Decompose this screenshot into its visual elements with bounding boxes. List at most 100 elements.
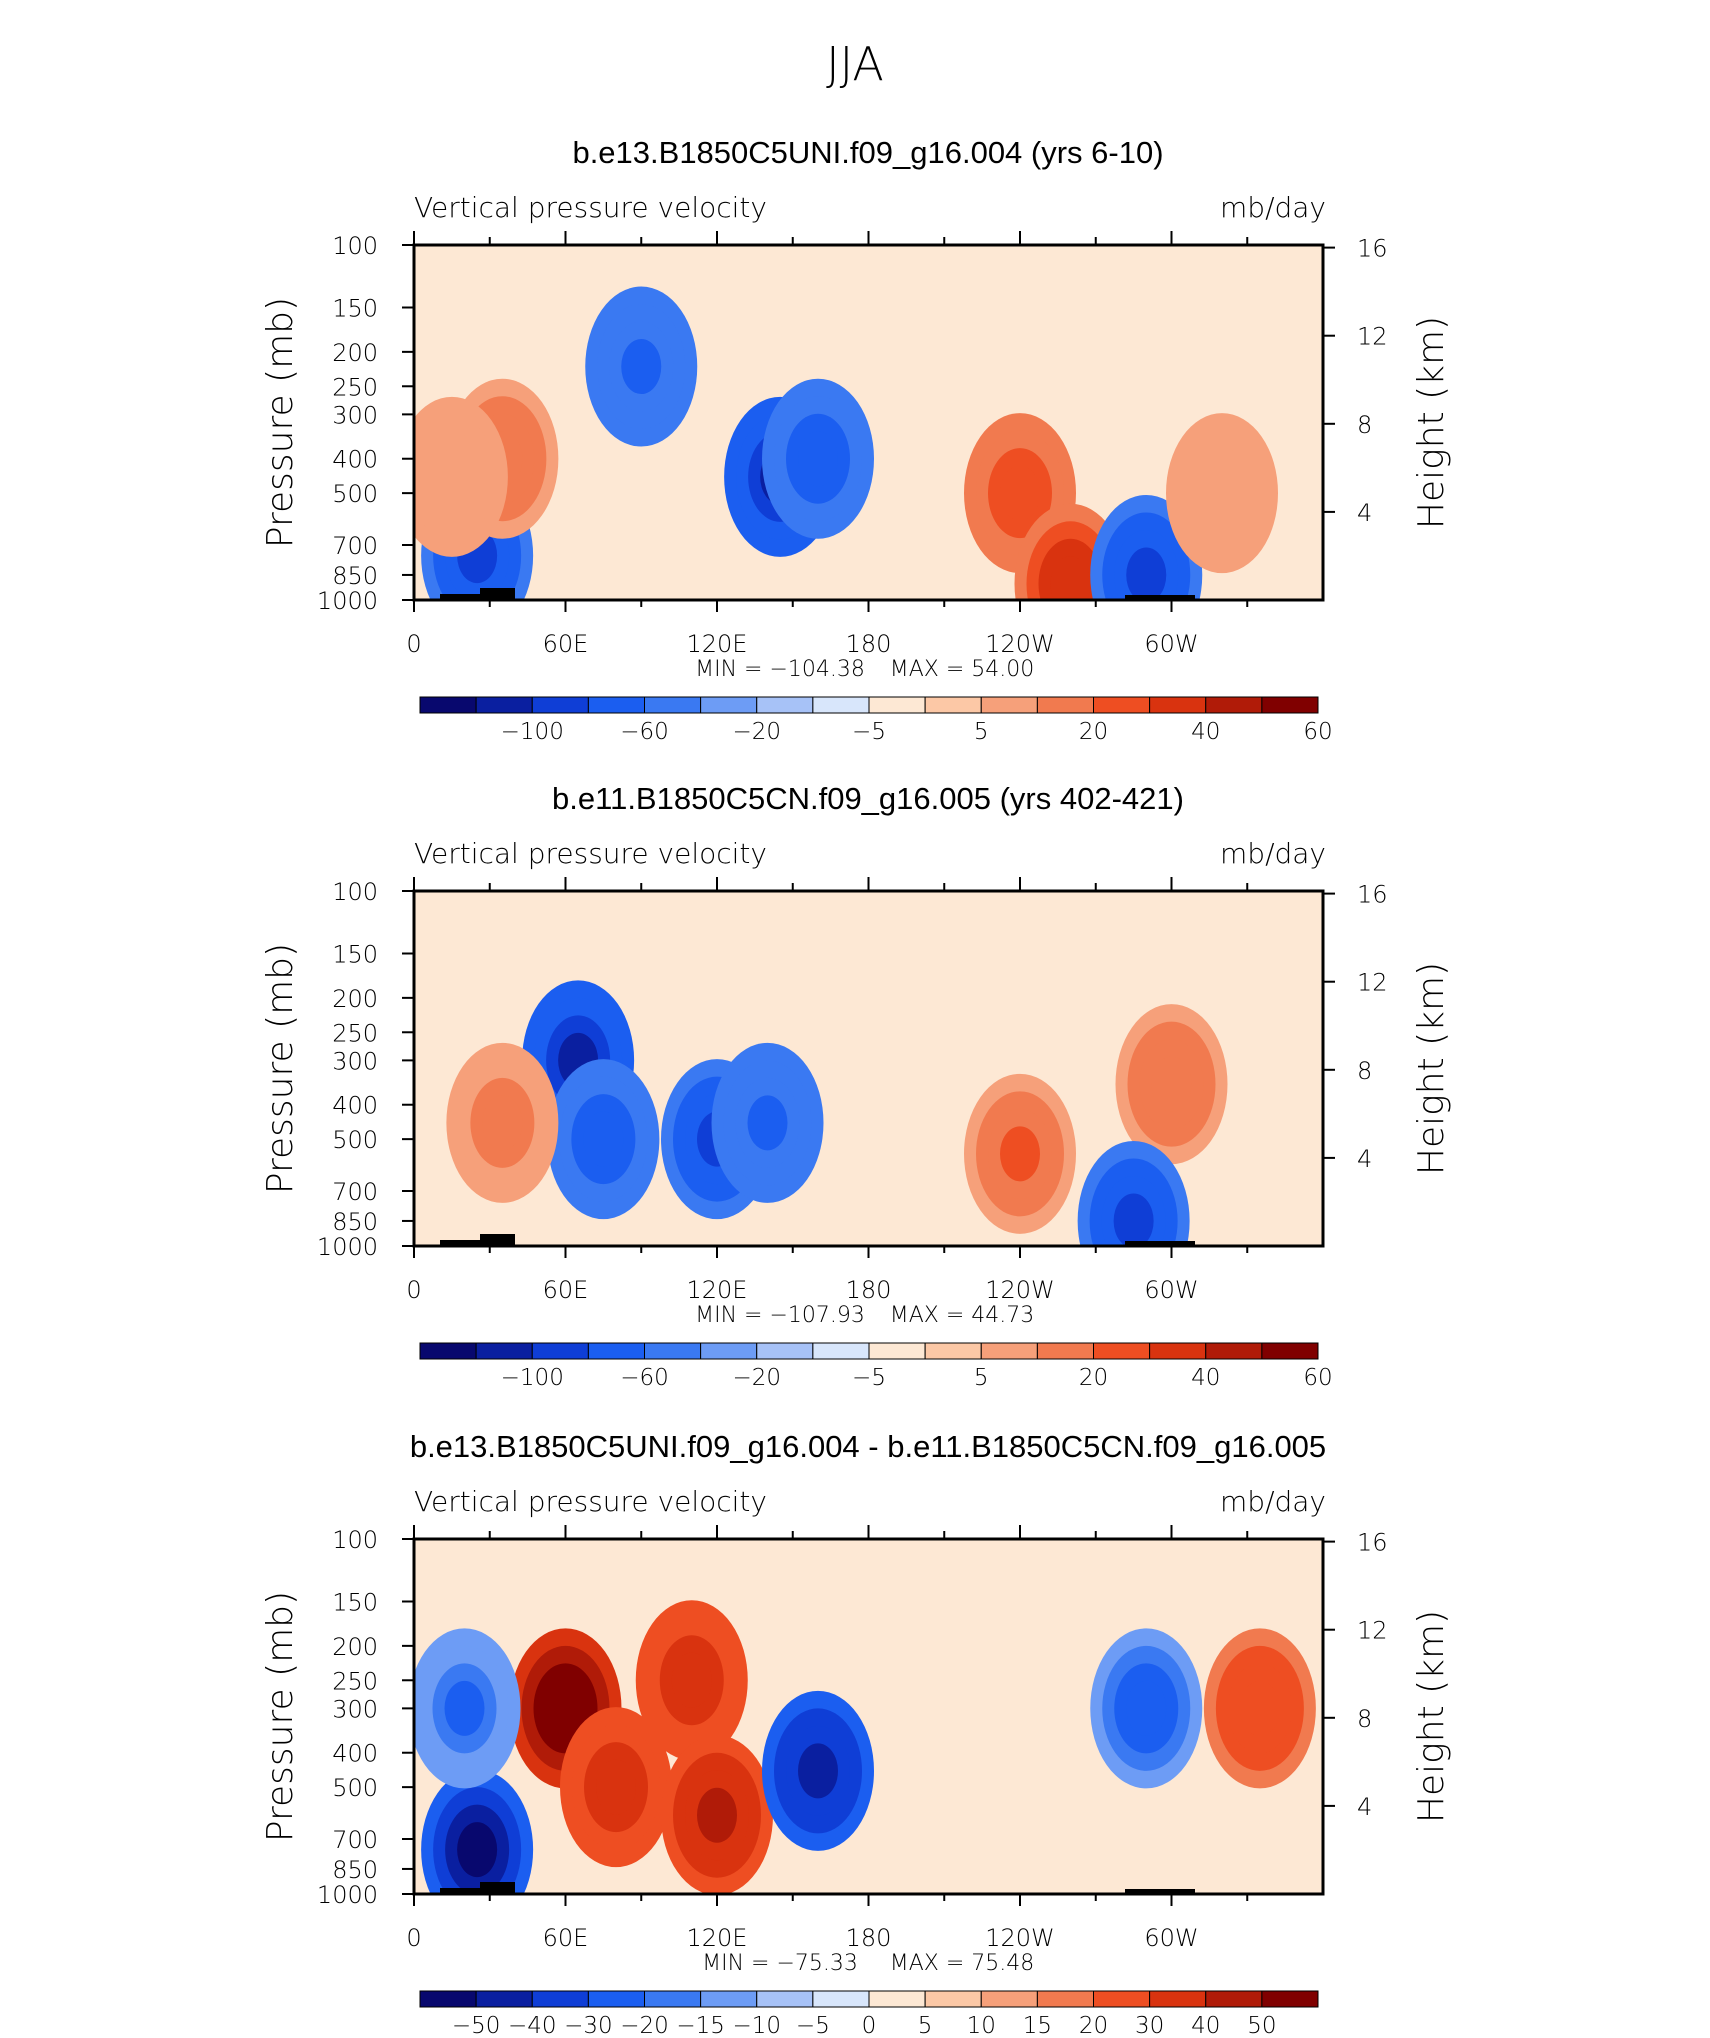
colorbar-label: −20: [732, 719, 781, 745]
colorbar-box: [980, 1990, 1038, 2008]
contour-region: [1000, 465, 1040, 521]
colorbar-label: 5: [918, 2013, 933, 2038]
contour-region: [457, 1822, 498, 1878]
colorbar-box: [812, 696, 870, 714]
y-tick-label: 200: [332, 1633, 378, 1661]
height-tick-label: 16: [1357, 881, 1388, 909]
colorbar-box: [644, 1990, 702, 2008]
colorbar-box: [1205, 1990, 1263, 2008]
contour-region: [583, 1111, 624, 1167]
colorbar-label: −50: [452, 2013, 501, 2038]
contour-region: [1239, 1680, 1280, 1736]
y-tick-label: 700: [332, 1178, 378, 1206]
y-tick-label: 150: [332, 1589, 378, 1617]
contour-region: [798, 1743, 838, 1799]
x-tick-label: 120E: [687, 1276, 748, 1304]
contour-region: [697, 1787, 737, 1843]
y-axis-title: Pressure (mb): [260, 297, 301, 548]
colorbar-label: −100: [501, 1365, 564, 1391]
y-tick-label: 700: [332, 1826, 378, 1854]
contour-region: [444, 1680, 485, 1736]
colorbar-box: [419, 1342, 477, 1360]
x-tick-label: 0: [406, 630, 421, 658]
x-tick-label: 180: [846, 630, 892, 658]
x-tick-label: 60W: [1144, 1924, 1198, 1952]
colorbar-box: [1093, 696, 1151, 714]
contour-region: [482, 1095, 523, 1151]
topography: [440, 1234, 515, 1246]
colorbar-box: [1149, 1990, 1207, 2008]
colorbar: −100 −60 −20 −5 5 20 40 60: [419, 1342, 1333, 1391]
y-tick-label: 150: [332, 941, 378, 969]
y-tick-label: 100: [332, 1526, 378, 1554]
y-tick-label: 850: [332, 1856, 378, 1884]
colorbar-label: 60: [1303, 719, 1332, 745]
colorbar-label: −5: [852, 1365, 886, 1391]
colorbar-box: [700, 1342, 758, 1360]
contour-region: [1151, 1056, 1192, 1112]
units-label: mb/day: [1220, 191, 1326, 224]
height-tick-label: 12: [1357, 1617, 1388, 1645]
colorbar-box: [587, 696, 645, 714]
colorbar-box: [756, 1990, 814, 2008]
panel-title: b.e13.B1850C5UNI.f09_g16.004 - b.e11.B18…: [410, 1429, 1326, 1464]
colorbar-label: 20: [1079, 1365, 1108, 1391]
height-tick-label: 16: [1357, 235, 1388, 263]
colorbar-label: 20: [1079, 2013, 1108, 2038]
y-right-axis-title: Height (km): [1411, 1610, 1452, 1823]
height-tick-label: 4: [1357, 1793, 1372, 1821]
y-tick-label: 850: [332, 1208, 378, 1236]
y-tick-label: 400: [332, 1092, 378, 1120]
colorbar-label: 15: [1023, 2013, 1052, 2038]
colorbar-box: [924, 1990, 982, 2008]
contour-region: [621, 339, 662, 395]
colorbar-box: [1205, 696, 1263, 714]
colorbar-label: 5: [974, 719, 989, 745]
contour-field: [414, 1539, 1323, 1894]
colorbar-box: [1093, 1990, 1151, 2008]
x-tick-label: 120W: [985, 1924, 1055, 1952]
colorbar-label: −60: [620, 719, 669, 745]
colorbar-box: [924, 1342, 982, 1360]
colorbar-label: −60: [620, 1365, 669, 1391]
units-label: mb/day: [1220, 1485, 1326, 1518]
x-tick-label: 120W: [985, 1276, 1055, 1304]
colorbar-box: [1036, 696, 1094, 714]
contour-field: [414, 245, 1323, 600]
colorbar-label: 20: [1079, 719, 1108, 745]
colorbar-box: [1261, 696, 1319, 714]
colorbar-label: 40: [1191, 1365, 1220, 1391]
colorbar-box: [812, 1990, 870, 2008]
contour-region: [747, 1095, 788, 1151]
y-right-axis-title: Height (km): [1411, 316, 1452, 529]
y-tick-label: 100: [332, 232, 378, 260]
topography: [1125, 1241, 1195, 1246]
colorbar-box: [700, 1990, 758, 2008]
colorbar-box: [587, 1990, 645, 2008]
colorbar-box: [868, 1342, 926, 1360]
min-label: MIN = −104.38: [695, 657, 865, 682]
y-axis-title: Pressure (mb): [260, 1591, 301, 1842]
colorbar-box: [980, 696, 1038, 714]
colorbar-box: [531, 1342, 589, 1360]
colorbar-box: [1036, 1342, 1094, 1360]
colorbar-box: [980, 1342, 1038, 1360]
colorbar-label: 50: [1247, 2013, 1276, 2038]
x-tick-label: 180: [846, 1924, 892, 1952]
colorbar-box: [475, 1342, 533, 1360]
colorbar-label: −15: [676, 2013, 725, 2038]
x-tick-label: 60E: [543, 1924, 589, 1952]
y-right-axis-title: Height (km): [1411, 962, 1452, 1175]
contour-region: [431, 449, 472, 505]
x-tick-label: 60E: [543, 1276, 589, 1304]
topography: [440, 1882, 515, 1894]
colorbar-label: 40: [1191, 2013, 1220, 2038]
contour-region: [545, 1680, 586, 1736]
x-tick-label: 60W: [1144, 630, 1198, 658]
y-tick-label: 1000: [317, 587, 378, 615]
units-label: mb/day: [1220, 837, 1326, 870]
colorbar-box: [868, 1990, 926, 2008]
colorbar-label: −100: [501, 719, 564, 745]
colorbar-box: [475, 1990, 533, 2008]
colorbar-box: [1149, 1342, 1207, 1360]
